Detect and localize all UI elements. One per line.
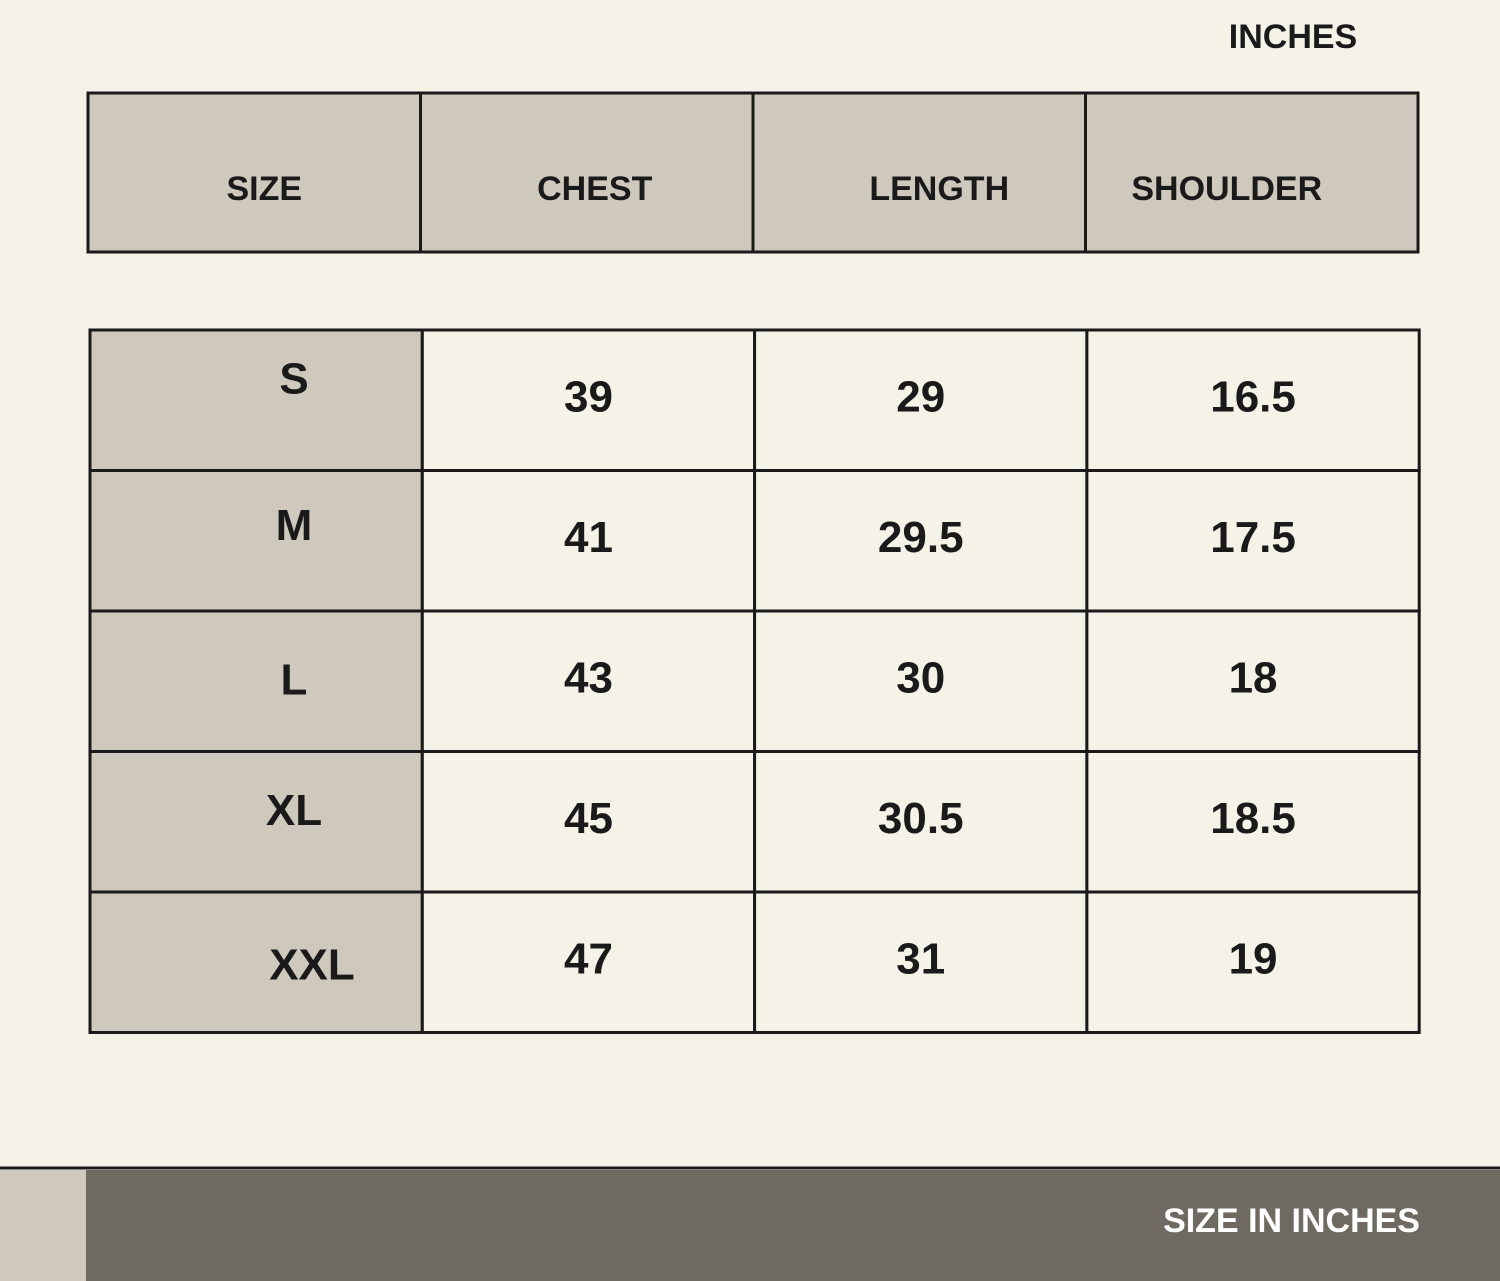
measurement: 30	[896, 654, 945, 703]
value-cell	[753, 328, 1089, 472]
header-label: CHEST	[537, 170, 652, 208]
value-cell	[420, 609, 757, 753]
value-cell	[753, 609, 1089, 753]
header-cell	[419, 91, 755, 254]
size-cell	[88, 469, 424, 613]
measurement: 29.5	[878, 513, 964, 562]
value-cell	[420, 890, 757, 1034]
measurement: 19	[1229, 935, 1278, 984]
value-cell	[1085, 469, 1421, 613]
measurement: 16.5	[1210, 373, 1296, 422]
measurement: 29	[896, 373, 945, 422]
header-label: LENGTH	[869, 170, 1009, 208]
unit-label: INCHES	[1229, 18, 1357, 56]
size-cell	[88, 750, 424, 894]
footer-accent	[0, 1170, 86, 1281]
measurement: 31	[896, 935, 945, 984]
header-label: SIZE	[226, 170, 302, 208]
value-cell	[420, 750, 757, 894]
size-cell	[88, 609, 424, 753]
header-cell	[751, 91, 1087, 254]
measurement: 45	[564, 794, 613, 843]
header-label: SHOULDER	[1131, 170, 1322, 208]
size-cell	[88, 890, 424, 1034]
size-label: XXL	[269, 941, 355, 990]
measurement: 18.5	[1210, 794, 1296, 843]
header-cell	[86, 91, 422, 254]
measurement: 17.5	[1210, 513, 1296, 562]
value-cell	[1085, 890, 1421, 1034]
value-cell	[1085, 750, 1421, 894]
header-cell	[1084, 91, 1420, 254]
value-cell	[1085, 609, 1421, 753]
value-cell	[420, 328, 757, 472]
measurement: 39	[564, 373, 613, 422]
footer-text: SIZE IN INCHES	[1163, 1202, 1420, 1240]
value-cell	[1085, 328, 1421, 472]
size-label: XL	[266, 786, 322, 835]
size-label: L	[281, 656, 308, 705]
measurement: 30.5	[878, 794, 964, 843]
footer-bar	[86, 1170, 1500, 1281]
measurement: 41	[564, 513, 613, 562]
size-label: S	[279, 355, 308, 404]
size-cell	[88, 328, 424, 472]
measurement: 47	[564, 935, 613, 984]
value-cell	[753, 750, 1089, 894]
measurement: 18	[1229, 654, 1278, 703]
measurement: 43	[564, 654, 613, 703]
size-label: M	[276, 501, 313, 550]
